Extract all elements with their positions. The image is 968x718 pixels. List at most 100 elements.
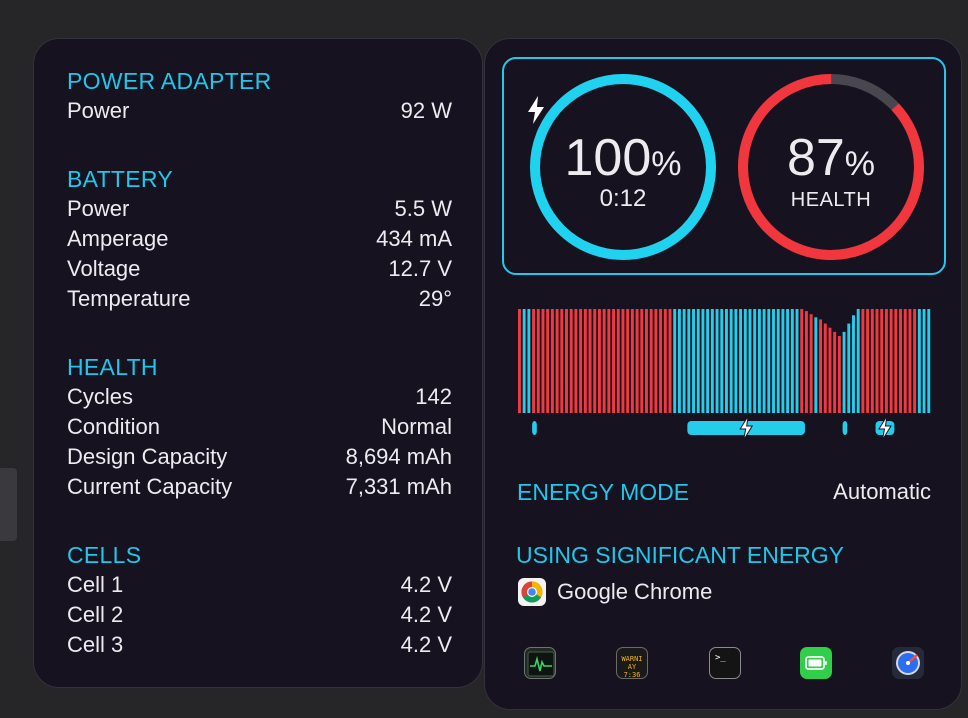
cell-2-row: Cell 2 4.2 V [67,600,452,630]
history-bar [729,309,733,413]
console-icon[interactable]: WARNI AY 7:36 [616,647,648,679]
history-bar [692,309,695,413]
history-bar [720,309,724,413]
console-text-1: WARNI [621,655,643,663]
significant-energy-app[interactable]: Google Chrome [518,576,712,608]
history-bar [927,309,931,413]
charge-gauge: 100% 0:12 [526,70,720,264]
history-bar [786,309,790,413]
history-bar [612,309,616,413]
row-value: 8,694 mAh [345,444,452,469]
cell-3-row: Cell 3 4.2 V [67,630,452,660]
history-bar [748,309,752,413]
history-bar [809,314,813,413]
history-bar [673,309,677,413]
significant-energy-title: USING SIGNIFICANT ENERGY [516,542,845,568]
cell-1-row: Cell 1 4.2 V [67,570,452,600]
row-label: Power [67,98,130,123]
row-value: 4.2 V [400,602,452,627]
history-bar [889,309,893,413]
history-bar [588,309,592,413]
history-bar [701,309,705,413]
history-bar [814,317,818,413]
history-bar [819,319,823,413]
health-cycles-row: Cycles 142 [67,382,452,412]
history-bar [668,309,672,413]
history-bar [866,309,870,413]
charging-bolt-icon [739,415,754,441]
health-design-capacity-row: Design Capacity 8,694 mAh [67,442,452,472]
battery-voltage-row: Voltage 12.7 V [67,254,452,284]
history-bar [852,315,855,413]
history-bar [635,309,639,413]
cells-section: CELLS Cell 1 4.2 V Cell 2 4.2 V Cell 3 4… [67,540,452,660]
row-label: Amperage [67,226,169,251]
health-gauge: 87% HEALTH [734,70,928,264]
disk-utility-icon[interactable] [892,647,924,679]
row-value: 29° [418,286,452,311]
row-value: 92 W [400,98,452,123]
history-bar [743,309,747,413]
history-bar [922,309,926,413]
history-bar [795,309,799,413]
row-value: 4.2 V [400,572,452,597]
history-bar [541,309,545,413]
charge-percent: 100% [526,132,720,184]
history-bar [532,309,536,413]
history-bar [527,309,531,413]
terminal-icon[interactable]: >_ [709,647,741,679]
energy-mode-label: ENERGY MODE [517,479,690,505]
history-bar [875,309,879,413]
row-value: 7,331 mAh [345,474,452,499]
row-label: Cell 3 [67,632,124,657]
history-bar [884,309,888,413]
history-bar [649,309,653,413]
row-label: Cycles [67,384,134,409]
history-bar [790,309,794,413]
charging-segment [532,421,537,435]
history-bar [776,309,780,413]
history-bar [804,311,808,413]
battery-app-icon[interactable] [800,647,832,679]
history-bar [565,309,568,413]
activity-monitor-icon[interactable] [524,647,556,679]
power-adapter-section: POWER ADAPTER Power 92 W [67,66,452,126]
history-bar [597,309,601,413]
history-bar [861,309,865,413]
battery-temperature-row: Temperature 29° [67,284,452,314]
history-bar [908,309,912,413]
history-bar [659,309,663,413]
history-bar [847,323,851,413]
energy-mode-value[interactable]: Automatic [833,479,931,504]
row-label: Power [67,196,130,221]
history-bar [583,309,587,413]
history-bar [757,309,761,413]
adapter-power-row: Power 92 W [67,96,452,126]
history-bar [913,309,917,413]
row-value: 5.5 W [394,196,452,221]
health-label: HEALTH [790,189,872,211]
chrome-icon [518,578,546,606]
history-bar [630,309,634,413]
row-value: 142 [415,384,452,409]
history-bar [833,331,837,413]
history-bar [800,309,804,413]
row-label: Current Capacity [67,474,233,499]
history-bar [593,309,597,413]
gauges-card[interactable]: 100% 0:12 87% HEALTH [502,57,946,275]
row-label: Voltage [67,256,141,281]
history-bar [555,309,559,413]
history-bar [903,309,907,413]
battery-history-chart[interactable] [518,307,938,442]
time-remaining: 0:12 [599,185,647,212]
row-label: Cell 1 [67,572,124,597]
health-condition-row: Condition Normal [67,412,452,442]
console-text-2: AY 7:36 [623,663,641,679]
health-title: HEALTH [67,354,158,380]
row-value: Normal [381,414,452,439]
history-bar [894,309,898,413]
battery-overview-panel: 100% 0:12 87% HEALTH ENERGY MODE Automat… [484,38,962,710]
power-adapter-title: POWER ADAPTER [67,68,272,94]
history-bar [696,309,700,413]
health-current-capacity-row: Current Capacity 7,331 mAh [67,472,452,502]
